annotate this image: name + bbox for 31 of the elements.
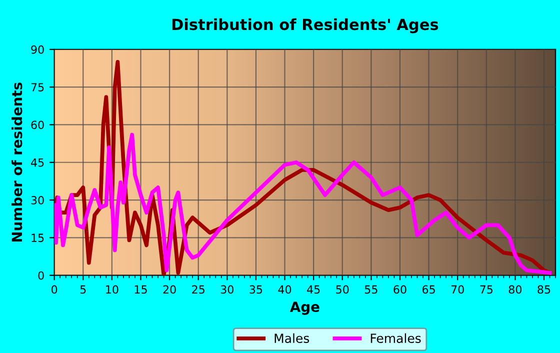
x-tick-label: 5: [80, 285, 86, 294]
x-tick-label: 0: [52, 285, 58, 294]
legend-label: Females: [370, 333, 421, 343]
x-tick-label: 65: [422, 285, 435, 294]
chart-title: Distribution of Residents' Ages: [172, 18, 438, 34]
x-tick-label: 45: [307, 285, 320, 294]
x-tick-label: 50: [336, 285, 349, 294]
x-tick-label: 15: [134, 285, 147, 294]
y-axis-title: Number of residents: [11, 82, 22, 242]
y-tick-label: 30: [31, 196, 44, 204]
x-tick-label: 35: [250, 285, 262, 294]
x-tick-label: 80: [508, 285, 522, 294]
x-tick-label: 85: [538, 285, 550, 294]
x-tick-label: 25: [192, 285, 204, 294]
x-tick-label: 10: [106, 285, 118, 294]
x-tick-label: 60: [394, 285, 406, 294]
x-tick-label: 75: [480, 285, 492, 294]
line-series: [54, 132, 552, 275]
x-axis-title: Age: [290, 302, 320, 315]
y-tick-label: 15: [32, 234, 44, 242]
y-tick-label: 60: [31, 120, 44, 130]
x-tick-label: 70: [451, 285, 464, 294]
y-tick-label: 90: [31, 45, 44, 54]
y-tick-label: 0: [38, 271, 44, 280]
x-tick-label: 40: [278, 285, 292, 294]
y-tick-label: 45: [31, 158, 44, 167]
x-tick-label: 20: [163, 285, 176, 294]
x-tick-label: 30: [220, 285, 234, 294]
y-tick-label: 75: [31, 83, 44, 92]
legend-label: Males: [274, 333, 310, 343]
x-tick-label: 55: [364, 285, 378, 294]
